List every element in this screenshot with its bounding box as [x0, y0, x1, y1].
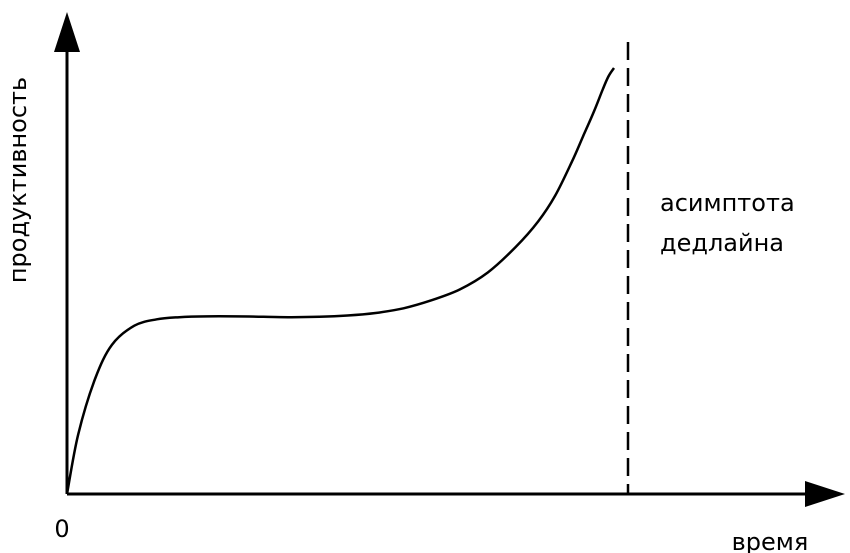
x-axis-arrowhead	[805, 481, 845, 507]
y-axis-label: продуктивность	[4, 77, 32, 283]
y-axis-arrowhead	[54, 12, 80, 52]
productivity-curve-line	[65, 67, 616, 495]
asymptote-label-line-1: асимптота	[660, 189, 795, 217]
asymptote-label-line-2: дедлайна	[660, 229, 784, 257]
x-axis-label: время	[732, 528, 809, 553]
origin-label: 0	[54, 515, 69, 543]
